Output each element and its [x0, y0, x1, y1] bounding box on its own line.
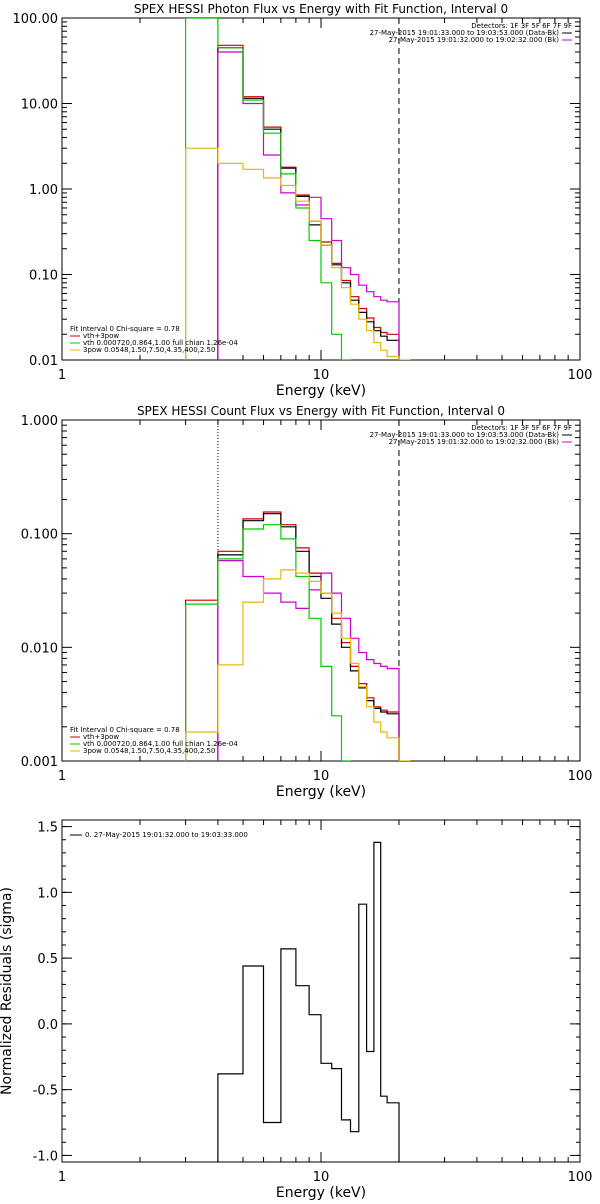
x-tick-label: 1 [58, 368, 66, 383]
legend-entry: Fit Interval 0 Chi-square = 0.78 [70, 325, 180, 333]
y-tick-label: 0.100 [21, 528, 58, 543]
legend-entry: vth 0.000720,0.864,1.00 full chian 1.26e… [83, 339, 238, 347]
y-tick-label: 0.001 [21, 755, 58, 770]
photon-flux-panel: SPEX HESSI Photon Flux vs Energy with Fi… [13, 2, 593, 399]
legend-entry: Detectors: 1F 3F 5F 6F 7F 9F [471, 22, 572, 30]
legend-entry: 0. 27-May-2015 19:01:32.000 to 19:03:33.… [85, 831, 248, 839]
legend-entry: 3pow 0.0548,1.50,7.50,4.35,400,2.50 [83, 346, 215, 354]
series-group [185, 18, 411, 360]
y-tick-label: 1.0 [37, 886, 58, 901]
x-tick-label: 1 [58, 1170, 66, 1185]
count-flux-panel: SPEX HESSI Count Flux vs Energy with Fit… [21, 404, 593, 800]
legend-entry: vth+3pow [83, 332, 119, 340]
y-tick-label: 0.0 [37, 1018, 58, 1033]
series-group [185, 511, 411, 761]
legend-entry: vth 0.000720,0.864,1.00 full chian 1.26e… [83, 740, 238, 748]
x-tick-label: 100 [568, 769, 593, 784]
chart-title: SPEX HESSI Photon Flux vs Energy with Fi… [134, 2, 508, 16]
y-tick-label: 1.000 [21, 414, 58, 429]
legend-entry: 27-May-2015 19:01:32.000 to 19:02:32.000… [389, 438, 560, 446]
x-axis-label: Energy (keV) [276, 784, 366, 800]
y-tick-label: 10.00 [21, 98, 58, 113]
y-tick-label: 0.010 [21, 641, 58, 656]
x-tick-label: 10 [313, 1170, 330, 1185]
series-line [217, 51, 400, 360]
series-line [217, 841, 400, 1162]
chart-title: SPEX HESSI Count Flux vs Energy with Fit… [137, 404, 505, 418]
y-tick-label: 100.00 [13, 12, 59, 27]
series-line [217, 44, 400, 360]
y-tick-label: 0.10 [29, 269, 58, 284]
legend-entry: vth+3pow [83, 733, 119, 741]
y-tick-label: -0.5 [33, 1084, 58, 1099]
y-tick-label: -1.0 [33, 1149, 58, 1164]
series-line [185, 569, 411, 761]
x-tick-label: 1 [58, 769, 66, 784]
residuals-panel: 1 10 100 -1.0 -0.5 0.0 0.5 1.0 1.5 Energy (keV) No… [0, 819, 593, 1201]
y-tick-label: 1.00 [29, 183, 58, 198]
legend-entry: Detectors: 1F 3F 5F 6F 7F 9F [471, 424, 572, 432]
y-tick-label: 1.5 [37, 821, 58, 836]
x-tick-label: 100 [568, 368, 593, 383]
y-axis-label: Normalized Residuals (sigma) [0, 887, 15, 1095]
series-line [185, 147, 411, 360]
series-line [185, 524, 352, 761]
series-line [217, 513, 400, 761]
series-line [217, 560, 400, 761]
x-tick-label: 10 [313, 368, 330, 383]
legend-entry: Fit Interval 0 Chi-square = 0.78 [70, 726, 180, 734]
legend-entry: 27-May-2015 19:01:33.000 to 19:03:53.000… [370, 431, 560, 439]
legend-entry: 27-May-2015 19:01:33.000 to 19:03:53.000… [370, 29, 560, 37]
x-axis-label: Energy (keV) [276, 383, 366, 399]
y-tick-label: 0.5 [37, 952, 58, 967]
legend-entry: 3pow 0.0548,1.50,7.50,4.35,400,2.50 [83, 747, 215, 755]
x-tick-label: 10 [313, 769, 330, 784]
x-tick-label: 100 [568, 1170, 593, 1185]
y-tick-label: 0.01 [29, 354, 58, 369]
series-group [217, 841, 400, 1162]
x-axis-label: Energy (keV) [276, 1185, 366, 1200]
legend-entry: 27-May-2015 19:01:32.000 to 19:02:32.000… [389, 36, 560, 44]
series-line [217, 47, 400, 360]
